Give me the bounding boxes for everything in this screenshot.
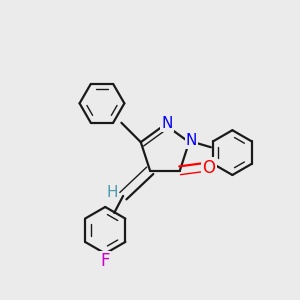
Text: H: H (106, 185, 118, 200)
Text: N: N (186, 133, 197, 148)
Text: F: F (100, 252, 110, 270)
Text: O: O (202, 158, 215, 176)
Text: N: N (162, 116, 173, 130)
